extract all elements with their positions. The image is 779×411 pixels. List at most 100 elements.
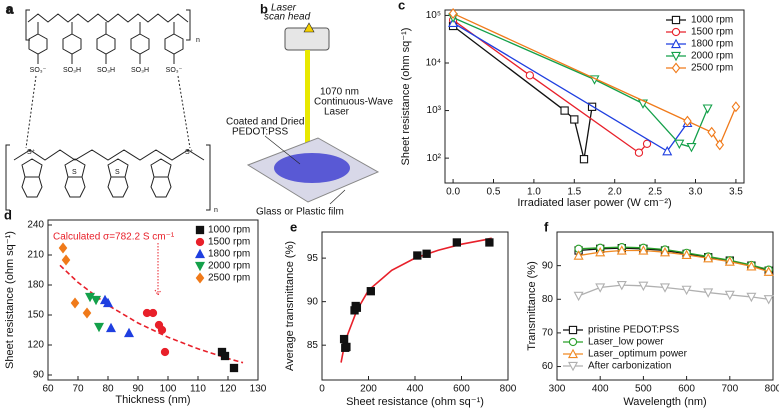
x-tick-label: 0.5 (487, 187, 501, 198)
marker (93, 322, 105, 333)
marker (160, 347, 170, 357)
sulfur: S⁺ (27, 149, 36, 156)
legend-marker (195, 225, 205, 235)
group: SO₃⁻ (166, 67, 183, 74)
plot-frame (47, 219, 259, 381)
x-tick-label: 90 (132, 384, 144, 395)
pedot-backbone (13, 149, 205, 161)
backbone (27, 13, 189, 23)
x-tick-label: 800 (765, 384, 779, 395)
marker (659, 246, 671, 257)
marker (642, 139, 652, 148)
y-tick-label: 150 (27, 310, 44, 321)
series-line (578, 284, 769, 300)
legend-label: pristine PEDOT:PSS (588, 325, 679, 336)
marker (573, 291, 584, 302)
marker (683, 115, 692, 127)
marker (681, 249, 692, 260)
panel-label: e (290, 219, 297, 234)
panel-label: a (6, 1, 14, 16)
marker (452, 238, 461, 247)
marker (229, 363, 239, 373)
legend-label: Laser_optimum power (588, 349, 688, 360)
thiophene (21, 158, 172, 178)
x-axis-title: Sheet resistance (ohm sq⁻¹) (346, 396, 484, 408)
marker (681, 285, 692, 296)
x-tick-label: 1.0 (527, 187, 541, 198)
legend-marker (568, 337, 578, 347)
sulfur: S (115, 169, 120, 176)
series-line (578, 246, 769, 271)
x-tick-label: 3.0 (689, 187, 703, 198)
legend-marker (671, 15, 681, 25)
laser-schematic: b Laser scan head 1070 nm Continuous-Wav… (226, 1, 394, 217)
marker (352, 303, 362, 312)
marker (123, 327, 135, 338)
rings (28, 22, 184, 64)
label: Laser (324, 107, 350, 118)
plot-frame (556, 231, 774, 381)
label: Glass or Plastic film (256, 207, 344, 218)
marker (634, 148, 644, 157)
marker (746, 261, 757, 271)
legend-label: 2500 rpm (208, 273, 250, 284)
y-axis-title: Sheet resistance (ohm sq⁻¹) (400, 28, 412, 166)
legend-label: 1500 rpm (208, 237, 250, 248)
group: SO₃⁻ (30, 67, 47, 74)
legend-label: 1800 rpm (691, 39, 733, 50)
y-axis-title: Sheet resistance (ohm sq⁻¹) (4, 231, 16, 369)
legend-label: Laser_low power (588, 337, 664, 348)
legend-marker (671, 27, 681, 37)
marker (616, 280, 627, 291)
x-tick-label: 110 (190, 384, 206, 395)
marker (485, 238, 494, 247)
panel-label: b (260, 1, 268, 16)
y-tick-label: 70 (542, 328, 554, 339)
marker (102, 297, 114, 308)
group: SO₃H (97, 67, 115, 74)
legend-marker (671, 62, 681, 74)
dioxane (21, 176, 172, 198)
x-tick-label: 3.5 (729, 187, 743, 198)
label: PEDOT:PSS (232, 127, 288, 138)
marker (82, 307, 92, 319)
marker (662, 145, 673, 156)
label: Laser (271, 3, 297, 14)
repeat: n (196, 37, 200, 44)
plot-frame (444, 9, 745, 184)
x-tick-label: 200 (360, 384, 377, 395)
marker (702, 104, 713, 114)
annotation: Calculated σ=782.2 S cm⁻¹ (53, 232, 175, 243)
marker (746, 292, 757, 303)
marker (724, 256, 735, 266)
fit-curve (340, 237, 492, 363)
panel-label: c (398, 0, 405, 12)
y-tick-label: 120 (27, 340, 44, 351)
marker (763, 295, 774, 305)
y-tick-label: 80 (542, 294, 554, 305)
series-line (452, 19, 648, 154)
legend-marker (670, 38, 682, 49)
sulfur: S⁺ (185, 149, 194, 156)
bracket (25, 9, 191, 41)
y-tick-label: 60 (542, 361, 554, 372)
marker (595, 246, 606, 257)
marker (638, 281, 649, 292)
marker (70, 297, 80, 309)
x-tick-label: 0.0 (446, 187, 460, 198)
x-tick-label: 700 (721, 384, 738, 395)
annotation-arrow (154, 243, 162, 296)
marker (638, 245, 649, 255)
series-line (578, 249, 769, 273)
legend-label: 2000 rpm (208, 261, 250, 272)
marker (105, 322, 117, 333)
x-tick-label: 60 (42, 384, 54, 395)
marker (90, 295, 102, 306)
legend-label: 1000 rpm (208, 225, 250, 236)
x-tick-label: 800 (500, 384, 517, 395)
legend-label: 1800 rpm (208, 249, 250, 260)
series-line (452, 22, 688, 153)
legend-label: 2500 rpm (691, 63, 733, 74)
marker (715, 139, 725, 151)
marker (731, 101, 741, 113)
